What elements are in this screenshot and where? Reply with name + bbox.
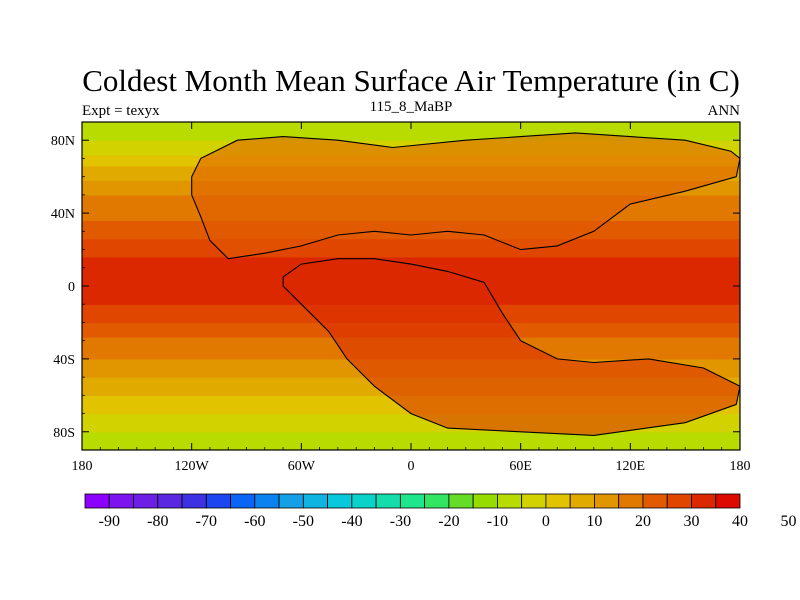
colorbar-label: -60 [244, 513, 265, 530]
colorbar-box [278, 493, 304, 509]
temperature-band [82, 428, 740, 433]
temperature-band [82, 420, 740, 426]
colorbar-box [108, 493, 134, 509]
colorbar-label: -30 [390, 513, 411, 530]
colorbar-label: -90 [99, 513, 120, 530]
temperature-band [82, 245, 740, 251]
colorbar-box [399, 493, 426, 509]
colorbar-box [254, 493, 280, 509]
colorbar-box [181, 493, 207, 509]
colorbar-box [521, 493, 547, 509]
lat-tick-label: 40N [51, 207, 75, 222]
colorbar-box [472, 493, 498, 509]
colorbar-box [327, 493, 353, 509]
lon-tick-label: 60E [509, 459, 532, 474]
lon-tick-label: 180 [72, 459, 93, 474]
colorbar-label: 0 [542, 513, 550, 530]
lat-tick-label: 40S [53, 353, 75, 368]
colorbar-box [448, 493, 474, 509]
colorbar-box [545, 493, 571, 509]
coastline-gondwana [282, 258, 740, 436]
continent-fill [191, 132, 740, 436]
temperature-band [82, 129, 740, 134]
colorbar-labels: -90 -80 -70 -60 -50 -40 -30 -20 -10 0 10 20 30 40 50 [99, 513, 797, 530]
temperature-band [82, 253, 740, 258]
map-title: Coldest Month Mean Surface Air Temperatu… [82, 63, 740, 98]
colorbar-box [302, 493, 328, 509]
colorbar-label: -80 [147, 513, 168, 530]
coastlines [191, 132, 740, 436]
colorbar-box [569, 493, 595, 509]
colorbar-label: 50 [781, 513, 797, 530]
lat-tick-label: 80S [53, 426, 75, 441]
temperature-band [82, 132, 740, 138]
latitude-axis: 80N 40N 0 40S 80S [51, 121, 740, 451]
temperature-band [82, 417, 740, 422]
colorbar-box [133, 493, 159, 509]
continent-gondwana [283, 258, 740, 436]
temperature-band [82, 249, 740, 254]
colorbar-box [424, 493, 450, 509]
colorbar-box [205, 493, 231, 509]
temperature-band [82, 413, 740, 418]
colorbar-label: 20 [635, 513, 651, 530]
map-area [82, 122, 740, 450]
colorbar-label: 30 [684, 513, 700, 530]
colorbar-box [594, 493, 620, 509]
colorbar-box [230, 493, 256, 509]
season-label: ANN [708, 103, 741, 119]
temperature-band [82, 256, 740, 262]
colorbar-label: -40 [341, 513, 362, 530]
colorbar-box [84, 493, 110, 509]
colorbar-box [157, 493, 183, 509]
temperature-band [82, 140, 740, 145]
temperature-band [82, 435, 740, 440]
colorbar-box [666, 493, 692, 509]
lon-tick-label: 60W [288, 459, 316, 474]
coastline-laurasia [191, 132, 740, 260]
colorbar-box [375, 493, 401, 509]
colorbar-label: -70 [196, 513, 217, 530]
colorbar-box [351, 493, 377, 509]
lat-tick-label: 80N [51, 134, 75, 149]
colorbar-label: 40 [732, 513, 748, 530]
colorbar [84, 493, 741, 509]
colorbar-box [715, 493, 741, 509]
lat-tick-label: 0 [68, 280, 75, 295]
colorbar-box [618, 493, 644, 509]
lon-tick-label: 0 [408, 459, 415, 474]
temperature-band [82, 260, 740, 265]
longitude-axis: 180 120W 60W 0 60E 120E 180 [72, 122, 751, 474]
temperature-band [82, 234, 740, 240]
colorbar-box [497, 493, 523, 509]
temperature-band [82, 431, 740, 437]
temperature-band [82, 439, 740, 444]
colorbar-label: -10 [487, 513, 508, 530]
lon-tick-label: 180 [730, 459, 751, 474]
experiment-label: Expt = texyx [82, 103, 160, 119]
colorbar-box [642, 493, 668, 509]
lon-tick-label: 120W [175, 459, 210, 474]
temperature-band [82, 136, 740, 141]
lon-tick-label: 120E [616, 459, 646, 474]
colorbar-label: -20 [438, 513, 459, 530]
colorbar-label: 10 [586, 513, 602, 530]
colorbar-box [691, 493, 717, 509]
continent-laurasia [191, 132, 740, 259]
temperature-band [82, 242, 740, 247]
time-period-label: 115_8_MaBP [370, 99, 453, 115]
temperature-band [82, 238, 740, 243]
colorbar-label: -50 [293, 513, 314, 530]
temperature-band [82, 424, 740, 429]
